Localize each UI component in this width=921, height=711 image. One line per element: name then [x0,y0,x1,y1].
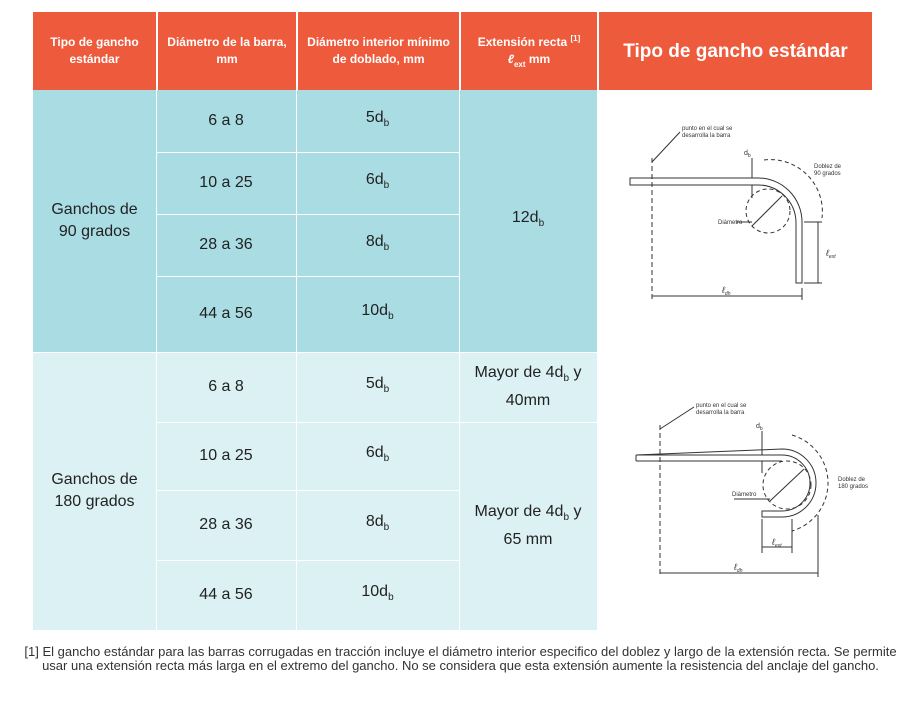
footnote: [1] El gancho estándar para las barras c… [24,644,897,673]
header-extension-text: Extensión recta [477,34,568,49]
header-straight-extension: Extensión recta [1] ℓext mm [461,12,597,90]
header-hook-type: Tipo de gancho estándar [33,12,156,90]
svg-text:db: db [756,423,763,432]
bar-size-cell: 44 a 56 [156,560,296,630]
svg-text:ℓext: ℓext [825,248,836,260]
hook-90-diagram: punto en el cual se desarrolla la barra … [629,126,842,300]
svg-text:ℓdh: ℓdh [721,285,731,297]
extension-cell-180-a: Mayor de 4db y 40mm [459,352,597,422]
group-label-90: Ganchos de 90 grados [33,90,156,352]
inner-diameter-cell: 8db [296,490,459,560]
diagram180-diameter-label: Diámetro [732,492,757,498]
svg-text:ℓext: ℓext [771,537,782,549]
bar-size-cell: 28 a 36 [156,214,296,276]
hook-180-diagram: punto en el cual se desarrolla la barra … [635,403,868,577]
header-min-inner-diameter: Diámetro interior mínimo de doblado, mm [298,12,459,90]
extension-cell-180-b: Mayor de 4db y 65 mm [459,422,597,630]
header-bar-diameter: Diámetro de la barra, mm [158,12,296,90]
inner-diameter-cell: 6db [296,152,459,214]
svg-text:ℓdh: ℓdh [733,562,743,574]
header-hook-diagram: Tipo de gancho estándar [599,12,872,90]
extension-cell-90: 12db [459,90,597,352]
inner-diameter-cell: 10db [296,560,459,630]
header-extension-symbol: ℓ [507,51,514,66]
inner-diameter-cell: 5db [296,90,459,152]
bar-size-cell: 6 a 8 [156,352,296,422]
bar-size-cell: 28 a 36 [156,490,296,560]
header-extension-unit: mm [528,51,551,66]
bar-size-cell: 6 a 8 [156,90,296,152]
bar-size-cell: 44 a 56 [156,276,296,352]
header-extension-note: [1] [570,33,581,43]
header-extension-sub: ext [513,59,526,69]
diagram180-point-label: punto en el cual se [696,403,747,409]
bar-size-cell: 10 a 25 [156,152,296,214]
inner-diameter-cell: 5db [296,352,459,422]
svg-text:180 grados: 180 grados [838,484,868,490]
inner-diameter-cell: 10db [296,276,459,352]
diagram90-diameter-label: Diámetro [718,220,743,226]
bar-size-cell: 10 a 25 [156,422,296,490]
diagram90-bend-label: Doblez de [814,164,842,170]
svg-text:desarrolla la barra: desarrolla la barra [682,133,731,139]
inner-diameter-cell: 6db [296,422,459,490]
svg-text:db: db [744,150,751,159]
diagram90-point-label: punto en el cual se [682,126,733,132]
group-label-180: Ganchos de 180 grados [33,352,156,630]
svg-text:90 grados: 90 grados [814,171,841,177]
inner-diameter-cell: 8db [296,214,459,276]
svg-text:desarrolla la barra: desarrolla la barra [696,410,745,416]
diagram180-bend-label: Doblez de [838,477,866,483]
